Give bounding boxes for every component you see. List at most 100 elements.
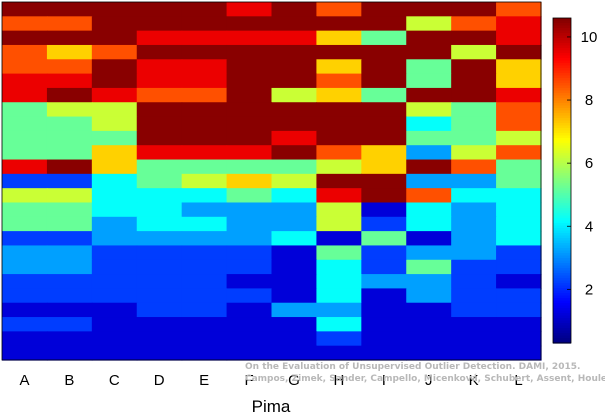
colorbar-segment: [553, 328, 571, 332]
colorbar-segment: [553, 20, 571, 24]
heatmap-cell: [46, 30, 93, 46]
colorbar-segment: [553, 225, 571, 229]
heatmap-cell: [46, 2, 93, 17]
colorbar-segment: [553, 35, 571, 39]
heatmap-cell: [451, 44, 497, 60]
colorbar-segment: [553, 250, 571, 254]
heatmap-cell: [361, 59, 407, 75]
colorbar-segment: [553, 313, 571, 317]
heatmap-cell: [136, 216, 183, 232]
colorbar-segment: [553, 55, 571, 59]
heatmap-cell: [271, 2, 318, 17]
heatmap-cell: [136, 87, 183, 103]
heatmap-cell: [2, 317, 48, 332]
heatmap-cell: [46, 188, 93, 204]
heatmap-cell: [451, 231, 497, 247]
heatmap-cell: [181, 59, 228, 75]
x-tick-label: D: [154, 372, 165, 389]
heatmap-cell: [406, 59, 452, 75]
colorbar-segment: [553, 150, 571, 154]
heatmap-cell: [226, 73, 273, 89]
heatmap-cell: [226, 16, 273, 32]
heatmap-cell: [226, 274, 273, 289]
heatmap-cell: [136, 173, 183, 189]
colorbar-segment: [553, 33, 571, 37]
colorbar-segment: [553, 268, 571, 272]
heatmap-cell: [46, 16, 93, 32]
heatmap-cell: [136, 30, 183, 46]
colorbar-segment: [553, 83, 571, 87]
heatmap-cell: [406, 16, 452, 32]
heatmap-cell: [496, 173, 542, 189]
heatmap-cell: [406, 216, 452, 232]
colorbar-segment: [553, 40, 571, 44]
heatmap-cell: [406, 288, 452, 304]
heatmap-cell: [316, 87, 362, 103]
heatmap-cell: [361, 274, 407, 289]
colorbar-segment: [553, 230, 571, 234]
heatmap-cell: [361, 44, 407, 60]
heatmap-cell: [316, 145, 362, 161]
colorbar-segment: [553, 143, 571, 147]
heatmap-cell: [46, 59, 93, 75]
heatmap-cell: [46, 116, 93, 132]
heatmap-cell: [361, 245, 407, 261]
heatmap-cell: [136, 145, 183, 161]
heatmap-cell: [46, 231, 93, 247]
heatmap-cell: [181, 116, 228, 132]
heatmap-cell: [181, 44, 228, 60]
heatmap-cell: [496, 16, 542, 32]
colorbar-segment: [553, 160, 571, 164]
heatmap-cell: [496, 274, 542, 289]
heatmap-cell: [181, 73, 228, 89]
heatmap-cell: [406, 331, 452, 347]
heatmap-cell: [361, 259, 407, 275]
colorbar-segment: [553, 308, 571, 312]
heatmap-cell: [316, 30, 362, 46]
heatmap-cell: [316, 44, 362, 60]
heatmap-cell: [91, 130, 138, 146]
colorbar-segment: [553, 285, 571, 289]
colorbar-segment: [553, 228, 571, 232]
heatmap-cell: [136, 274, 183, 289]
colorbar-segment: [553, 318, 571, 322]
heatmap-cell: [451, 288, 497, 304]
heatmap-cell: [226, 102, 273, 118]
heatmap-cell: [316, 2, 362, 17]
heatmap-cell: [361, 188, 407, 204]
x-tick-label: C: [109, 372, 120, 389]
heatmap-cell: [316, 259, 362, 275]
heatmap-cell: [406, 202, 452, 218]
colorbar-segment: [553, 248, 571, 252]
heatmap-cell: [406, 231, 452, 247]
heatmap-cell: [361, 302, 407, 318]
heatmap-cell: [2, 202, 48, 218]
heatmap-cell: [226, 44, 273, 60]
heatmap-cell: [2, 145, 48, 161]
heatmap-cell: [46, 274, 93, 289]
colorbar-segment: [553, 213, 571, 217]
heatmap-cell: [136, 16, 183, 32]
heatmap-cell: [181, 202, 228, 218]
heatmap-cell: [226, 116, 273, 132]
colorbar-segment: [553, 198, 571, 202]
heatmap-cell: [181, 173, 228, 189]
colorbar-segment: [553, 188, 571, 192]
x-tick-label: A: [19, 372, 29, 389]
colorbar-segment: [553, 178, 571, 182]
heatmap-cell: [91, 302, 138, 318]
heatmap-cell: [406, 274, 452, 289]
x-tick-label: E: [199, 372, 209, 389]
heatmap-cell: [136, 116, 183, 132]
heatmap-cell: [316, 302, 362, 318]
heatmap-cell: [226, 259, 273, 275]
colorbar-segment: [553, 75, 571, 79]
heatmap-cell: [181, 145, 228, 161]
heatmap-cell: [91, 331, 138, 347]
colorbar-segment: [553, 193, 571, 197]
colorbar-segment: [553, 270, 571, 274]
heatmap-cell: [136, 130, 183, 146]
heatmap-cell: [2, 216, 48, 232]
colorbar-ticks: 2 4 6 8 10: [567, 29, 597, 298]
